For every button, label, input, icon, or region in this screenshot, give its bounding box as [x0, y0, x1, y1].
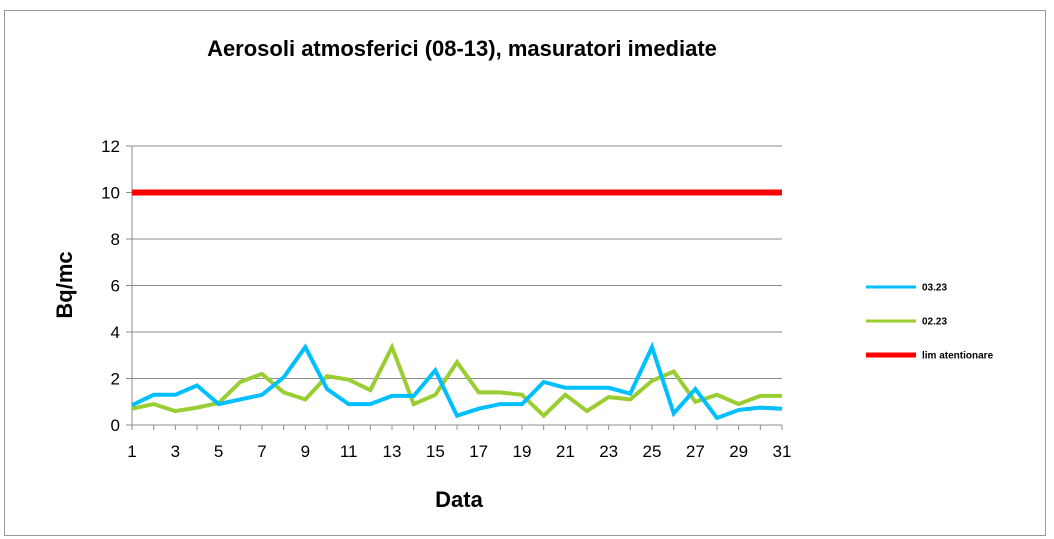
legend: 03.23 02.23 lim atentionare	[866, 283, 994, 362]
x-tick-label: 1	[127, 442, 136, 461]
legend-label: lim atentionare	[922, 351, 994, 362]
y-axis-title: Bq/mc	[52, 251, 77, 318]
series-line-0	[131, 341, 783, 421]
x-tick-label: 11	[340, 442, 358, 461]
y-tick-label: 2	[111, 370, 120, 389]
gridlines	[132, 145, 782, 379]
x-tick-label: 19	[513, 442, 532, 461]
x-tick-label: 31	[773, 442, 792, 461]
chart-frame	[4, 10, 1046, 536]
y-tick-label: 10	[101, 184, 120, 203]
y-tick-label: 6	[111, 277, 120, 296]
x-tick-label: 25	[643, 442, 662, 461]
x-tick-label: 21	[556, 442, 575, 461]
x-tick-label: 5	[214, 442, 223, 461]
series-lines	[131, 189, 783, 421]
x-tick-label: 3	[171, 442, 180, 461]
y-tick-label: 8	[111, 230, 120, 249]
y-tick-labels: 0 2 4 6 8 10 12	[101, 137, 120, 435]
x-tick-label: 23	[599, 442, 618, 461]
series-line-1	[131, 342, 782, 419]
x-axis-title: Data	[435, 487, 483, 512]
y-tick-label: 4	[111, 323, 120, 342]
y-tick-label: 12	[101, 137, 120, 156]
legend-label: 03.23	[922, 283, 947, 294]
x-tick-label: 17	[469, 442, 488, 461]
x-tick-label: 9	[301, 442, 310, 461]
y-tick-label: 0	[111, 416, 120, 435]
x-tick-label: 27	[686, 442, 705, 461]
x-tick-label: 15	[426, 442, 445, 461]
x-tick-label: 29	[729, 442, 748, 461]
axes	[126, 145, 783, 430]
x-tick-label: 7	[257, 442, 266, 461]
legend-label: 02.23	[922, 317, 947, 328]
x-tick-label: 13	[383, 442, 402, 461]
chart-title: Aerosoli atmosferici (08-13), masuratori…	[207, 36, 717, 61]
x-tick-labels: 1 3 5 7 9 11 13 15 17 19 21 23 25 27 29 31	[127, 442, 791, 461]
